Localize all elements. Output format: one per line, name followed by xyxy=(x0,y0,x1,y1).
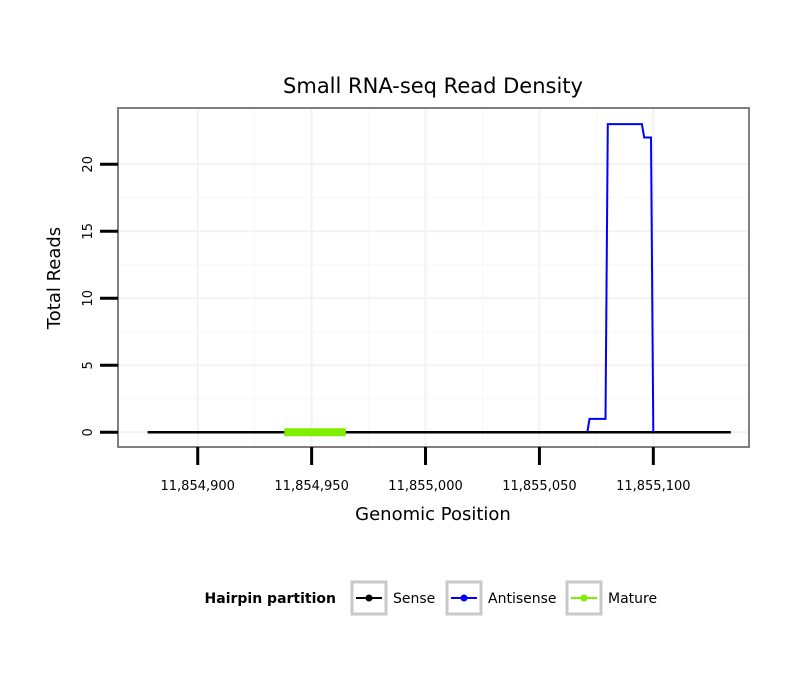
x-tick-label: 11,854,950 xyxy=(274,479,348,494)
legend-key-marker xyxy=(460,594,468,602)
x-axis-title: Genomic Position xyxy=(355,504,511,525)
chart-title: Small RNA-seq Read Density xyxy=(283,74,583,98)
legend-title: Hairpin partition xyxy=(205,591,336,607)
y-tick-label: 15 xyxy=(81,223,96,240)
y-tick-label: 10 xyxy=(81,290,96,307)
y-tick-label: 5 xyxy=(81,361,96,369)
legend-key-marker xyxy=(580,594,588,602)
x-tick-label: 11,855,100 xyxy=(616,479,690,494)
plot-area: 0 5 10 15 20 11,854,900 11,854,950 11,855,000 11… xyxy=(81,107,750,494)
panel-background xyxy=(118,108,749,447)
x-tick-label: 11,854,900 xyxy=(161,479,235,494)
y-axis-title: Total Reads xyxy=(44,227,65,330)
legend-label-mature: Mature xyxy=(608,591,657,607)
x-tick-label: 11,855,050 xyxy=(502,479,576,494)
legend-label-sense: Sense xyxy=(393,591,435,607)
series-line-antisense xyxy=(586,123,655,433)
legend-key-marker xyxy=(365,594,373,602)
panel-border xyxy=(117,107,750,448)
legend-label-antisense: Antisense xyxy=(488,591,557,607)
y-tick-label: 20 xyxy=(81,156,96,173)
legend: Hairpin partition Sense Antisense Mature xyxy=(205,580,657,616)
y-tick-label: 0 xyxy=(81,428,96,436)
x-tick-label: 11,855,000 xyxy=(388,479,462,494)
